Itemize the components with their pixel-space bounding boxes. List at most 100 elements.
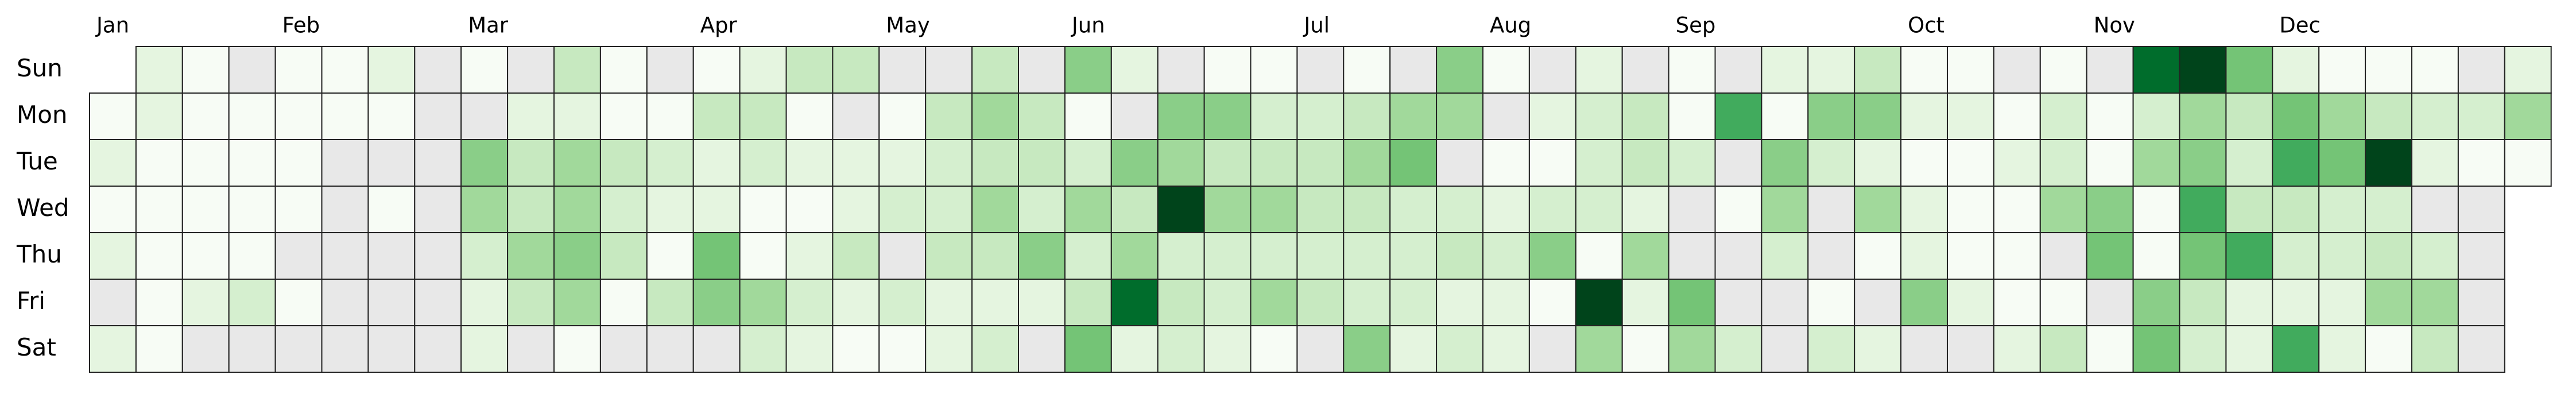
day-cell [1714,186,1762,233]
day-cell [1482,92,1530,140]
day-cell [1389,279,1438,326]
day-cell [1807,325,1856,373]
day-cell [1947,325,1994,373]
day-cell [1854,279,1902,326]
day-cell [1528,92,1576,140]
day-cell [1250,186,1298,233]
month-label: Jan [95,13,129,38]
day-cell [832,46,880,94]
day-cell [367,92,416,140]
day-cell [1064,139,1112,187]
day-cell [1714,232,1762,280]
day-cell [832,139,880,187]
day-cell [2504,139,2552,187]
day-label: Fri [17,287,45,315]
day-cell [1436,186,1484,233]
day-cell [1389,92,1438,140]
day-cell [414,46,462,94]
day-cell [1389,325,1438,373]
day-cell [2365,186,2413,233]
day-cell [1900,279,1949,326]
day-cell [228,46,276,94]
day-cell [1807,186,1856,233]
month-label: Jul [1303,13,1330,38]
day-cell [1668,92,1716,140]
day-cell [1714,279,1762,326]
day-cell [1761,186,1809,233]
day-cell [1250,92,1298,140]
day-cell [414,186,462,233]
day-cell [1018,279,1066,326]
day-cell [878,139,927,187]
day-cell [2457,232,2505,280]
day-cell [2365,279,2413,326]
day-cell [89,232,137,280]
day-cell [1621,92,1669,140]
day-cell [1993,46,2041,94]
day-cell [1482,139,1530,187]
day-cell [878,46,927,94]
day-label: Thu [16,240,62,268]
day-cell [321,139,369,187]
day-cell [646,325,694,373]
month-label: Dec [2279,13,2321,38]
day-cell [2132,232,2180,280]
day-cell [1482,279,1530,326]
day-cell [1575,232,1623,280]
day-cell [135,186,183,233]
day-cell [228,279,276,326]
day-cell [1854,92,1902,140]
day-cell [274,279,323,326]
day-cell [1761,279,1809,326]
day-cell [2365,139,2413,187]
day-cell [599,325,648,373]
day-cell [414,279,462,326]
day-cell [2132,325,2180,373]
day-cell [1528,232,1576,280]
day-cell [553,232,601,280]
day-cell [135,92,183,140]
day-cell [2318,139,2366,187]
day-cell [414,232,462,280]
day-cell [1575,279,1623,326]
day-cell [1389,232,1438,280]
day-cell [181,92,230,140]
day-cell [2365,325,2413,373]
day-cell [1064,46,1112,94]
day-cell [2179,139,2227,187]
month-label: Nov [2094,13,2135,38]
day-cell [1018,46,1066,94]
day-cell [553,46,601,94]
day-cell [1343,232,1391,280]
day-cell [507,279,555,326]
day-cell [832,325,880,373]
day-cell [414,92,462,140]
day-cell [274,46,323,94]
day-cell [1575,46,1623,94]
day-cell [1761,139,1809,187]
day-cell [1389,139,1438,187]
day-cell [274,139,323,187]
day-cell [646,232,694,280]
day-cell [1343,279,1391,326]
day-cell [321,92,369,140]
day-cell [1296,232,1345,280]
day-cell [2365,232,2413,280]
day-cell [1714,139,1762,187]
day-cell [460,186,509,233]
day-cell [1110,92,1159,140]
day-cell [1157,139,1205,187]
day-cell [599,232,648,280]
day-cell [553,279,601,326]
day-cell [1993,92,2041,140]
day-cell [1993,279,2041,326]
day-cell [2272,139,2320,187]
day-cell [1436,325,1484,373]
day-cell [181,186,230,233]
day-cell [1621,279,1669,326]
day-cell [1343,92,1391,140]
day-cell [1621,325,1669,373]
day-cell [785,232,834,280]
day-cell [274,186,323,233]
day-cell [1343,46,1391,94]
